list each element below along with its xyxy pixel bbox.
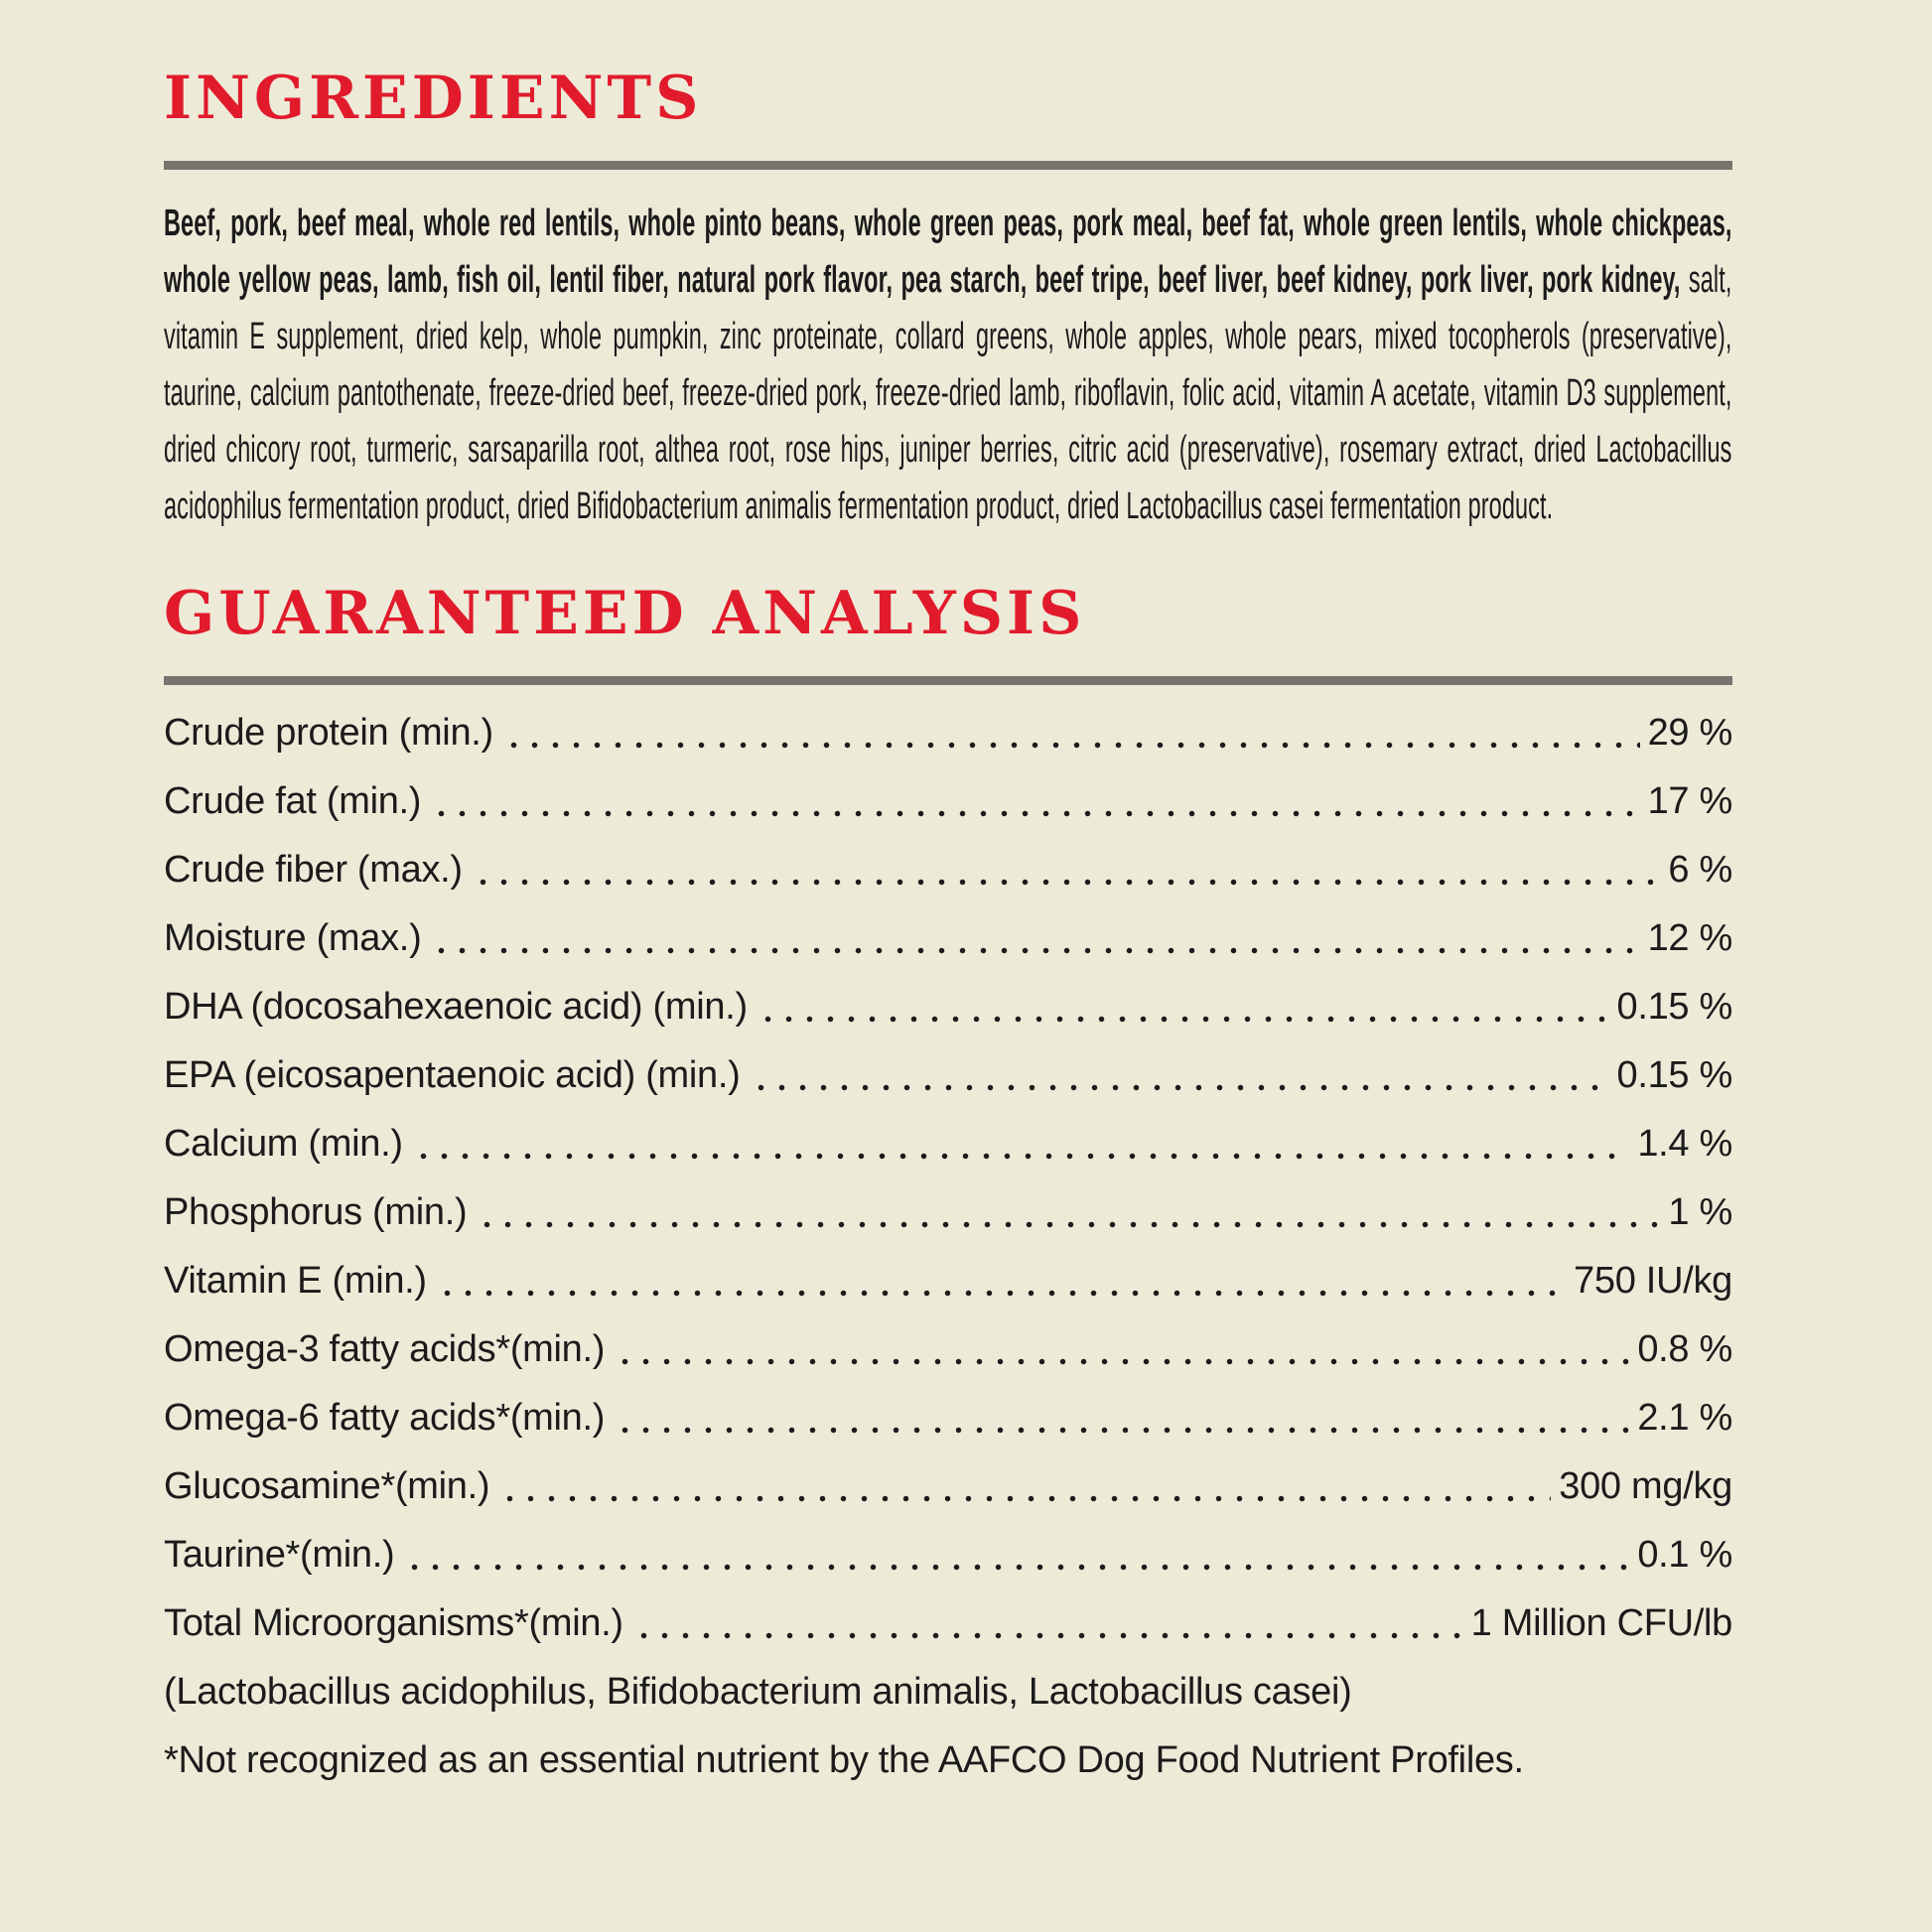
nutrient-label: Crude fiber (max.) — [164, 849, 463, 891]
label-content: INGREDIENTS Beef, pork, beef meal, whole… — [164, 0, 1732, 1795]
nutrient-value: 1.4 % — [1637, 1123, 1732, 1165]
nutrient-value: 0.15 % — [1616, 986, 1732, 1028]
table-row: DHA (docosahexaenoic acid) (min.) 0.15 % — [164, 973, 1732, 1041]
table-row: Glucosamine*(min.) 300 mg/kg — [164, 1452, 1732, 1521]
dot-leader — [502, 742, 1640, 749]
microorganism-strains-note: (Lactobacillus acidophilus, Bifidobacter… — [164, 1671, 1352, 1713]
guaranteed-analysis-heading: GUARANTEED ANALYSIS — [164, 579, 1086, 648]
nutrient-label: DHA (docosahexaenoic acid) (min.) — [164, 986, 748, 1028]
nutrient-value: 300 mg/kg — [1559, 1465, 1732, 1507]
nutrient-value: 2.1 % — [1637, 1397, 1732, 1439]
dot-leader — [615, 1358, 1630, 1365]
nutrient-label: Vitamin E (min.) — [164, 1260, 427, 1302]
nutrient-value: 17 % — [1647, 780, 1733, 822]
nutrient-value: 6 % — [1668, 849, 1732, 891]
dot-leader — [615, 1427, 1630, 1434]
nutrient-label: Calcium (min.) — [164, 1123, 403, 1165]
table-row: Omega-3 fatty acids*(min.) 0.8 % — [164, 1315, 1732, 1384]
ingredients-secondary-list: salt, vitamin E supplement, dried kelp, … — [164, 259, 1732, 527]
dot-leader — [499, 1495, 1552, 1502]
nutrient-value: 750 IU/kg — [1574, 1260, 1732, 1302]
dot-leader — [632, 1632, 1463, 1639]
nutrient-label: Total Microorganisms*(min.) — [164, 1602, 623, 1644]
aafco-footnote: *Not recognized as an essential nutrient… — [164, 1739, 1524, 1781]
dot-leader — [750, 1084, 1609, 1091]
ingredients-paragraph: Beef, pork, beef meal, whole red lentils… — [164, 196, 1732, 535]
guaranteed-analysis-table: Crude protein (min.) 29 % Crude fat (min… — [164, 699, 1732, 1795]
table-row: Calcium (min.) 1.4 % — [164, 1110, 1732, 1178]
table-row: Total Microorganisms*(min.) 1 Million CF… — [164, 1589, 1732, 1658]
table-row: Crude fiber (max.) 6 % — [164, 836, 1732, 904]
table-row: Moisture (max.) 12 % — [164, 904, 1732, 973]
nutrient-value: 0.8 % — [1637, 1328, 1732, 1370]
ingredients-primary-list: Beef, pork, beef meal, whole red lentils… — [164, 203, 1732, 301]
dot-leader — [404, 1564, 1630, 1571]
nutrient-label: Glucosamine*(min.) — [164, 1465, 490, 1507]
table-row: Phosphorus (min.) 1 % — [164, 1178, 1732, 1247]
dot-leader — [477, 1221, 1661, 1228]
dot-leader — [431, 947, 1640, 954]
nutrient-label: Crude fat (min.) — [164, 780, 422, 822]
nutrient-label: Moisture (max.) — [164, 917, 422, 959]
nutrient-label: Omega-3 fatty acids*(min.) — [164, 1328, 606, 1370]
table-row: EPA (eicosapentaenoic acid) (min.) 0.15 … — [164, 1041, 1732, 1110]
dot-leader — [472, 879, 1661, 886]
guaranteed-analysis-divider — [164, 676, 1732, 685]
ingredients-heading: INGREDIENTS — [164, 64, 703, 133]
nutrient-value: 0.15 % — [1616, 1054, 1732, 1096]
dot-leader — [436, 1290, 1567, 1297]
dot-leader — [431, 810, 1640, 817]
nutrient-label: EPA (eicosapentaenoic acid) (min.) — [164, 1054, 741, 1096]
nutrient-value: 0.1 % — [1637, 1534, 1732, 1576]
table-row: Vitamin E (min.) 750 IU/kg — [164, 1247, 1732, 1315]
nutrient-value: 1 % — [1668, 1191, 1732, 1233]
table-row: Omega-6 fatty acids*(min.) 2.1 % — [164, 1384, 1732, 1452]
nutrient-value: 12 % — [1647, 917, 1733, 959]
ingredients-divider — [164, 161, 1732, 170]
nutrient-label: Omega-6 fatty acids*(min.) — [164, 1397, 606, 1439]
dot-leader — [412, 1153, 1630, 1160]
nutrient-label: Crude protein (min.) — [164, 712, 493, 754]
nutrient-value: 29 % — [1647, 712, 1733, 754]
dot-leader — [757, 1016, 1609, 1023]
table-row: Crude protein (min.) 29 % — [164, 699, 1732, 767]
nutrient-label: Taurine*(min.) — [164, 1534, 395, 1576]
nutrient-label: Phosphorus (min.) — [164, 1191, 468, 1233]
nutrient-value: 1 Million CFU/lb — [1470, 1602, 1733, 1644]
table-row: Crude fat (min.) 17 % — [164, 767, 1732, 836]
table-row: Taurine*(min.) 0.1 % — [164, 1521, 1732, 1589]
